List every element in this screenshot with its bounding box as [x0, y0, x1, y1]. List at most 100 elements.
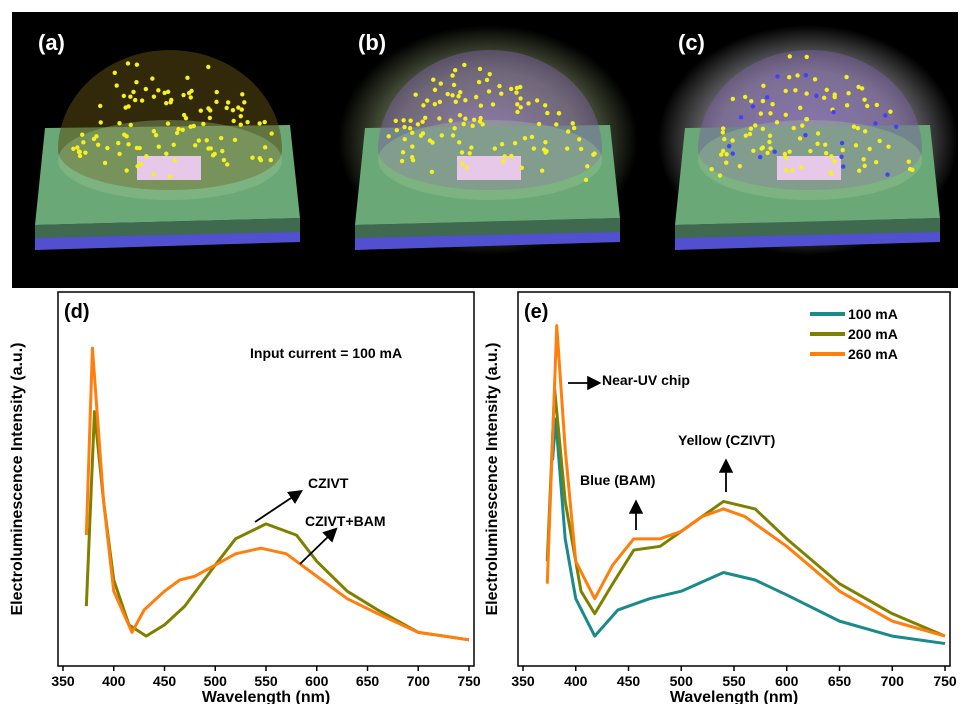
- phosphor-particle: [874, 160, 878, 164]
- phosphor-particle: [474, 95, 478, 99]
- phosphor-particle: [413, 93, 417, 97]
- phosphor-particle: [454, 100, 458, 104]
- phosphor-particle: [117, 121, 121, 125]
- panel-label: (d): [64, 301, 90, 323]
- phosphor-particle: [131, 90, 135, 94]
- phosphor-particle: [888, 109, 892, 113]
- annotation-arrow: [255, 492, 300, 522]
- phosphor-particle: [122, 94, 126, 98]
- phosphor-particle: [825, 88, 829, 92]
- legend-label: 200 mA: [848, 326, 898, 342]
- phosphor-particle: [739, 115, 743, 119]
- phosphor-particle: [189, 95, 193, 99]
- phosphor-particle: [815, 142, 819, 146]
- phosphor-particle: [856, 126, 860, 130]
- phosphor-particle: [721, 126, 725, 130]
- x-tick-label: 500: [670, 673, 694, 689]
- phosphor-particle: [448, 118, 452, 122]
- phosphor-particle: [222, 158, 226, 162]
- phosphor-particle: [798, 106, 802, 110]
- phosphor-particle: [537, 122, 541, 126]
- phosphor-particle: [783, 152, 787, 156]
- phosphor-particle: [744, 133, 748, 137]
- phosphor-particle: [577, 137, 581, 141]
- phosphor-particle: [731, 151, 735, 155]
- x-tick-label: 700: [881, 673, 905, 689]
- phosphor-particle: [162, 91, 166, 95]
- phosphor-particle: [718, 173, 722, 177]
- phosphor-particle: [408, 118, 412, 122]
- phosphor-particle: [140, 98, 144, 102]
- phosphor-particle: [401, 118, 405, 122]
- legend-label: 100 mA: [848, 306, 898, 322]
- phosphor-particle: [738, 164, 742, 168]
- phosphor-particle: [124, 168, 128, 172]
- phosphor-particle: [460, 150, 464, 154]
- figure: (a)(b)(c) 350400450500550600650700750Wav…: [0, 0, 969, 704]
- phosphor-particle: [584, 178, 588, 182]
- phosphor-particle: [768, 111, 772, 115]
- phosphor-particle: [499, 92, 503, 96]
- phosphor-particle: [863, 129, 867, 133]
- phosphor-particle: [824, 151, 828, 155]
- phosphor-particle: [470, 124, 474, 128]
- phosphor-particle: [135, 63, 139, 67]
- phosphor-particle: [844, 75, 848, 79]
- phosphor-particle: [572, 126, 576, 130]
- phosphor-particle: [80, 133, 84, 137]
- spectrum-line: [547, 389, 945, 636]
- x-tick-label: 750: [457, 673, 481, 689]
- phosphor-particle: [239, 122, 243, 126]
- phosphor-particle: [814, 94, 818, 98]
- phosphor-particle: [877, 139, 881, 143]
- phosphor-particle: [722, 137, 726, 141]
- phosphor-particle: [116, 141, 120, 145]
- panel-label: (e): [524, 301, 548, 323]
- phosphor-particle: [220, 149, 224, 153]
- phosphor-particle: [453, 68, 457, 72]
- phosphor-particle: [540, 168, 544, 172]
- phosphor-particle: [208, 116, 212, 120]
- phosphor-particle: [846, 91, 850, 95]
- phosphor-particle: [226, 100, 230, 104]
- phosphor-particle: [857, 169, 861, 173]
- phosphor-particle: [491, 102, 495, 106]
- phosphor-particle: [557, 111, 561, 115]
- phosphor-particle: [209, 146, 213, 150]
- phosphor-particle: [523, 136, 527, 140]
- phosphor-particle: [395, 128, 399, 132]
- phosphor-particle: [788, 54, 792, 58]
- phosphor-particle: [579, 147, 583, 151]
- phosphor-particle: [804, 91, 808, 95]
- phosphor-particle: [403, 137, 407, 141]
- phosphor-particle: [480, 122, 484, 126]
- phosphor-particle: [469, 145, 473, 149]
- phosphor-particle: [792, 126, 796, 130]
- phosphor-particle: [808, 149, 812, 153]
- phosphor-particle: [166, 121, 170, 125]
- phosphor-particle: [231, 119, 235, 123]
- phosphor-particle: [867, 147, 871, 151]
- phosphor-particle: [518, 105, 522, 109]
- annotation: Yellow (CZIVT): [678, 432, 775, 448]
- phosphor-particle: [487, 89, 491, 93]
- phosphor-particle: [201, 122, 205, 126]
- panel-label: (b): [358, 30, 386, 55]
- phosphor-particle: [479, 104, 483, 108]
- phosphor-particle: [423, 116, 427, 120]
- phosphor-particle: [185, 76, 189, 80]
- phosphor-particle: [128, 95, 132, 99]
- phosphor-particle: [767, 140, 771, 144]
- phosphor-particle: [431, 78, 435, 82]
- phosphor-particle: [724, 160, 728, 164]
- x-tick-label: 500: [204, 673, 228, 689]
- phosphor-particle: [214, 100, 218, 104]
- phosphor-particle: [129, 123, 133, 127]
- phosphor-particle: [78, 150, 82, 154]
- phosphor-particle: [910, 168, 914, 172]
- phosphor-particle: [751, 149, 755, 153]
- phosphor-particle: [135, 146, 139, 150]
- phosphor-particle: [886, 144, 890, 148]
- phosphor-particle: [83, 150, 87, 154]
- phosphor-particle: [554, 122, 558, 126]
